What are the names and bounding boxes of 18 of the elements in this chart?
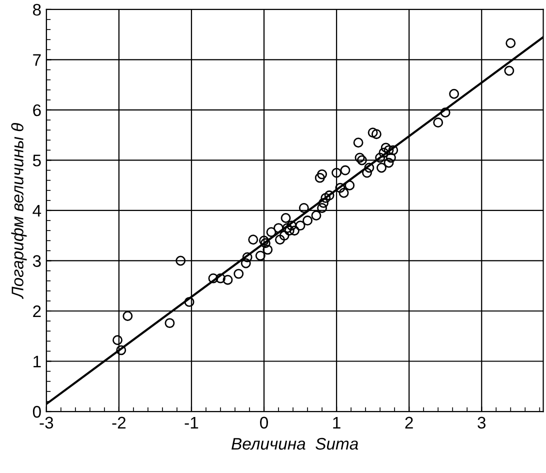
x-axis-title: Величина Suma: [232, 438, 358, 450]
x-tick-label: -2: [112, 416, 126, 428]
y-tick-label: 2: [33, 305, 41, 318]
y-tick-label: 4: [32, 205, 42, 217]
y-tick-label: 1: [34, 356, 41, 368]
y-tick-label: 7: [33, 54, 41, 66]
x-tick-label: -3: [40, 416, 54, 429]
y-tick-label: 3: [32, 255, 41, 267]
x-tick-label: 2: [405, 416, 413, 428]
y-tick-label: 0: [32, 406, 41, 418]
y-tick-label: 8: [33, 4, 41, 16]
y-tick-label: 5: [32, 154, 41, 166]
x-tick-label: 3: [478, 416, 486, 429]
x-tick-label: 0: [260, 416, 268, 429]
y-axis-title: Логарифм величины θ: [11, 123, 27, 299]
y-tick-label: 6: [33, 104, 41, 116]
x-tick-label: 1: [333, 416, 340, 428]
x-tick-label: -1: [184, 416, 198, 428]
